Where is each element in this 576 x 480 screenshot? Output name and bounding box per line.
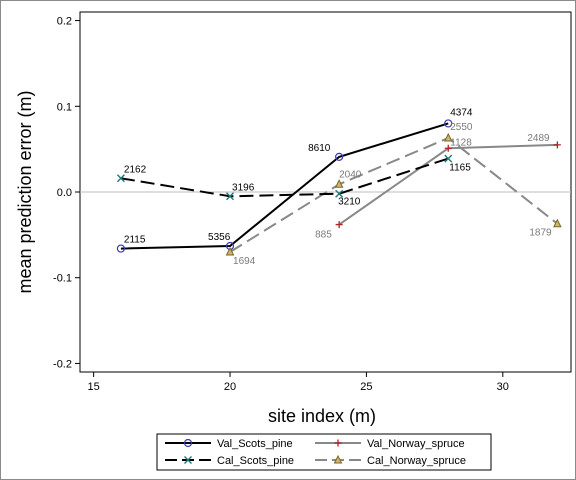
x-marker bbox=[335, 189, 344, 198]
circle-marker bbox=[444, 119, 453, 128]
triangle-marker bbox=[443, 132, 453, 142]
x-marker bbox=[116, 174, 125, 183]
y-tick-label: 0.2 bbox=[57, 16, 72, 28]
data-label: 2550 bbox=[450, 122, 473, 133]
data-label: 3196 bbox=[232, 182, 255, 193]
circle-marker bbox=[116, 244, 126, 253]
x-marker bbox=[444, 154, 453, 163]
plus-marker bbox=[334, 439, 342, 447]
y-tick-label: 0.0 bbox=[57, 187, 72, 199]
series-line bbox=[229, 136, 558, 253]
series-line bbox=[120, 157, 449, 198]
triangle-marker bbox=[553, 218, 562, 228]
data-label: 885 bbox=[315, 230, 332, 241]
x-tick-label: 20 bbox=[224, 381, 236, 393]
data-label: 8610 bbox=[308, 143, 331, 154]
data-label: 2040 bbox=[339, 169, 362, 180]
data-label: 1165 bbox=[449, 163, 471, 174]
legend: Val_Scots_pine Val_Norway_spruce Cal_Scots… bbox=[156, 433, 492, 471]
x-marker bbox=[184, 456, 192, 464]
data-label: 2489 bbox=[527, 133, 550, 144]
triangle-marker bbox=[334, 179, 344, 188]
data-labels: 2115 5356 8610 4374 2162 3196 3210 1165 885 1128 2… bbox=[124, 107, 552, 267]
x-tick-label: 15 bbox=[88, 381, 100, 393]
x-axis-title: site index (m) bbox=[268, 406, 376, 426]
legend-entry: Cal_Scots_pine bbox=[217, 455, 294, 467]
y-tick-label: 0.1 bbox=[57, 101, 72, 113]
series-markers bbox=[116, 119, 562, 256]
y-axis: -0.2 -0.1 0.0 0.1 0.2 bbox=[53, 16, 80, 370]
x-axis: 15 20 25 30 bbox=[88, 372, 509, 393]
plus-marker bbox=[335, 221, 343, 229]
y-tick-label: -0.2 bbox=[53, 358, 72, 370]
plus-marker bbox=[444, 144, 452, 152]
series-line bbox=[120, 122, 449, 250]
data-label: 1879 bbox=[529, 228, 552, 239]
legend-entry: Val_Scots_pine bbox=[217, 438, 293, 450]
data-label: 5356 bbox=[208, 232, 231, 243]
data-label: 2162 bbox=[124, 164, 147, 175]
data-label: 1128 bbox=[450, 137, 472, 148]
legend-entry: Cal_Norway_spruce bbox=[367, 455, 466, 467]
series-line bbox=[338, 143, 558, 226]
x-tick-label: 30 bbox=[497, 381, 509, 393]
data-label: 2115 bbox=[124, 235, 146, 246]
legend-box bbox=[156, 433, 492, 471]
data-label: 4374 bbox=[450, 107, 473, 118]
x-tick-label: 25 bbox=[360, 381, 372, 393]
triangle-marker bbox=[225, 246, 235, 256]
plus-marker bbox=[553, 141, 561, 149]
y-axis-title: mean prediction error (m) bbox=[15, 90, 35, 293]
data-label: 1694 bbox=[233, 256, 256, 267]
circle-marker bbox=[183, 438, 193, 448]
triangle-marker bbox=[333, 454, 343, 464]
circle-marker bbox=[335, 152, 344, 161]
y-tick-label: -0.1 bbox=[53, 273, 72, 285]
x-marker bbox=[226, 192, 235, 201]
legend-entry: Val_Norway_spruce bbox=[367, 438, 465, 450]
data-label: 3210 bbox=[338, 197, 361, 208]
